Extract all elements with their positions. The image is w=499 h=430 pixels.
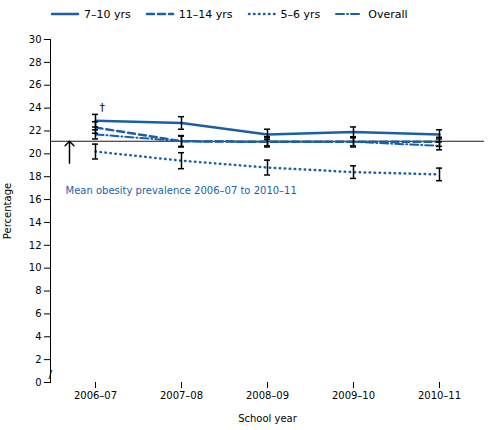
svg-text:4: 4 — [35, 331, 41, 342]
svg-text:Mean obesity prevalence 2006–0: Mean obesity prevalence 2006–07 to 2010–… — [66, 185, 297, 196]
svg-text:22: 22 — [29, 125, 42, 136]
svg-text:/: / — [49, 368, 53, 381]
svg-text:30: 30 — [29, 34, 42, 45]
svg-text:20: 20 — [29, 148, 42, 159]
svg-text:2009–10: 2009–10 — [332, 390, 375, 401]
svg-text:26: 26 — [29, 79, 42, 90]
html-text:5–6 yrs: 5–6 yrs — [280, 7, 321, 21]
svg-text:2008–09: 2008–09 — [246, 390, 289, 401]
svg-text:28: 28 — [29, 57, 42, 68]
svg-text:18: 18 — [29, 171, 42, 182]
svg-text:16: 16 — [29, 194, 42, 205]
svg-text:14: 14 — [29, 217, 42, 228]
svg-text:†: † — [100, 101, 106, 114]
html-text:11–14 yrs: 11–14 yrs — [178, 7, 233, 21]
svg-text:8: 8 — [35, 285, 41, 296]
svg-text:12: 12 — [29, 240, 42, 251]
svg-text:Percentage: Percentage — [2, 183, 13, 239]
svg-text:2010–11: 2010–11 — [418, 390, 461, 401]
svg-text:0: 0 — [35, 377, 41, 388]
svg-text:6: 6 — [35, 308, 41, 319]
svg-text:2007–08: 2007–08 — [160, 390, 203, 401]
html-text:7–10 yrs: 7–10 yrs — [84, 7, 131, 21]
svg-text:2: 2 — [35, 354, 41, 365]
svg-text:10: 10 — [29, 262, 42, 273]
svg-text:2006–07: 2006–07 — [74, 390, 117, 401]
svg-text:24: 24 — [29, 102, 42, 113]
html-text:Overall: Overall — [368, 7, 408, 21]
svg-text:School year: School year — [238, 413, 298, 424]
